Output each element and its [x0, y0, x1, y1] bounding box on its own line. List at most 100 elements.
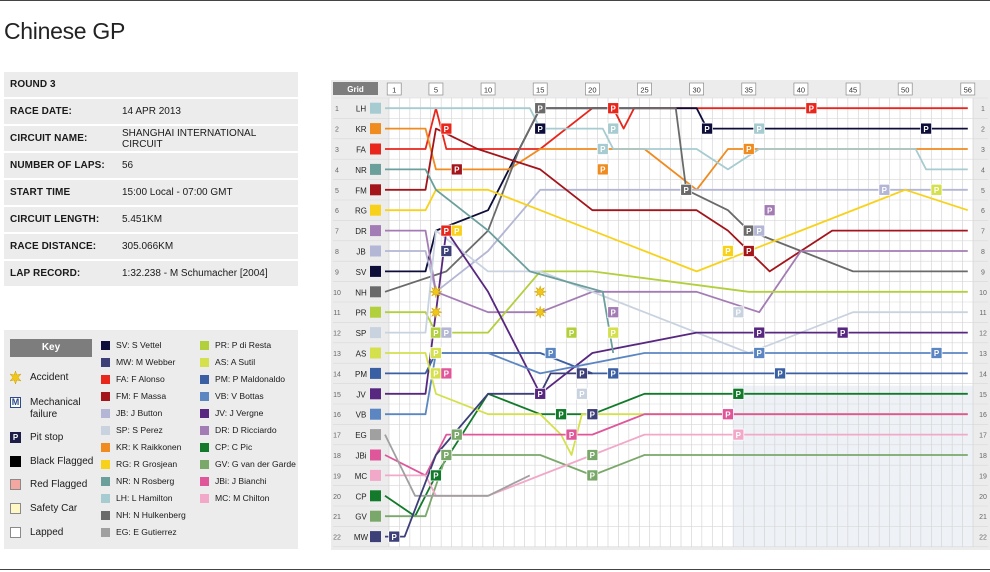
position-label-right: 18	[979, 453, 987, 460]
pit-stop-marker	[680, 183, 693, 196]
pit-stop-marker-label: P	[454, 227, 460, 236]
pit-stop-marker-label: P	[444, 370, 450, 379]
pit-stop-marker	[586, 469, 599, 482]
info-label: ROUND 3	[10, 79, 56, 90]
grid-driver-swatch	[370, 367, 381, 379]
pit-stop-marker-label: P	[611, 308, 617, 317]
pit-stop-marker	[920, 122, 932, 135]
pit-stop-marker-label: P	[736, 431, 742, 440]
position-label-left: 14	[333, 371, 341, 378]
legend-label: JBi: J Bianchi	[215, 476, 267, 486]
legend-label: MW: M Webber	[116, 357, 176, 367]
pit-stop-marker-label: P	[433, 329, 439, 338]
position-label-left: 1	[335, 106, 339, 113]
series-line	[385, 188, 969, 273]
grid-driver-code: SV	[356, 268, 367, 277]
pit-stop-marker	[742, 143, 755, 155]
legend-item-eg: EG: E Gutierrez	[101, 527, 177, 537]
position-label-right: 12	[979, 331, 987, 338]
info-label: RACE DISTANCE:	[10, 241, 97, 252]
pit-stop-marker-label: P	[757, 349, 763, 358]
pit-stop-marker-label: P	[757, 125, 763, 134]
legend-item-kr: KR: K Raikkonen	[101, 442, 181, 452]
pit-stop-marker-label: P	[611, 125, 617, 134]
grid-driver-swatch	[370, 123, 381, 135]
pit-stop-marker-label: P	[569, 431, 575, 440]
position-label-right: 7	[981, 229, 985, 236]
position-label-left: 15	[333, 392, 341, 399]
grid-driver-code: NR	[355, 166, 367, 175]
legend-swatch	[101, 425, 110, 435]
pit-stop-marker-label: P	[444, 227, 450, 236]
lap-tick-box	[960, 82, 976, 96]
lap-tick-label: 50	[901, 86, 909, 95]
info-value: 56	[122, 160, 134, 171]
lapped-zone	[733, 385, 973, 547]
pit-stop-marker	[440, 367, 453, 380]
pit-stop-marker	[440, 449, 453, 461]
grid-driver-code: SP	[356, 329, 367, 338]
lap-tick-box	[845, 82, 861, 96]
grid-driver-code: AS	[356, 350, 367, 359]
position-label-left: 16	[333, 412, 341, 419]
pit-stop-marker-label: P	[590, 410, 596, 419]
info-row-circuit-name: CIRCUIT NAME: SHANGHAI INTERNATIONAL CIRC…	[4, 126, 298, 151]
position-label-left: 6	[335, 208, 339, 215]
series-line	[385, 352, 968, 456]
position-label-right: 22	[979, 535, 987, 542]
pit-stop-marker-label: P	[882, 186, 888, 195]
legend-swatch	[101, 527, 110, 537]
pit-stop-marker	[596, 143, 609, 155]
key-item-pit-stop: P Pit stop	[10, 432, 63, 443]
info-row-start-time: START TIME 15:00 Local - 07:00 GMT	[4, 180, 298, 205]
grid-driver-swatch	[370, 225, 381, 237]
pit-stop-marker	[607, 306, 620, 319]
legend-item-pr: PR: P di Resta	[200, 340, 271, 350]
lap-tick-box	[897, 82, 913, 96]
grid-driver-code: JBi	[355, 452, 366, 461]
position-label-left: 18	[333, 453, 341, 460]
pit-stop-marker	[555, 408, 567, 421]
pit-stop-marker-label: P	[934, 186, 940, 195]
pit-stop-marker	[576, 367, 588, 380]
series-line	[385, 454, 968, 518]
pit-stop-marker	[607, 122, 620, 135]
position-label-right: 21	[979, 514, 987, 521]
pit-stop-marker	[753, 347, 766, 359]
pit-stop-marker-label: P	[538, 125, 544, 134]
info-value: 14 APR 2013	[122, 106, 181, 117]
key-item-red-flagged: Red Flagged	[10, 479, 87, 490]
lap-tick-label: 10	[484, 86, 492, 95]
pit-stop-marker-label: P	[777, 370, 783, 379]
legend-swatch	[200, 442, 209, 452]
lap-tick-label: 15	[536, 86, 544, 95]
key-item-black-flagged: Black Flagged	[10, 456, 93, 467]
legend-item-fm: FM: F Massa	[101, 391, 166, 401]
key-label: Lapped	[30, 527, 64, 538]
position-label-right: 3	[981, 147, 985, 154]
position-label-left: 12	[333, 331, 341, 338]
position-label-left: 20	[333, 494, 341, 501]
pit-stop-marker-label: P	[433, 370, 439, 379]
legend-label: JB: J Button	[116, 408, 163, 418]
grid-driver-swatch	[370, 327, 381, 339]
pit-stop-marker-label: P	[433, 472, 439, 481]
accident-marker	[428, 284, 443, 299]
accident-icon	[9, 371, 22, 384]
position-label-right: 4	[981, 167, 985, 174]
legend-item-lh: LH: L Hamilton	[101, 493, 173, 503]
safety-car-icon	[10, 503, 21, 514]
key-label: Mechanical failure	[30, 397, 81, 420]
pit-stop-marker-label: P	[444, 329, 450, 338]
pit-stop-marker-label: P	[433, 349, 439, 358]
position-label-right: 8	[981, 249, 985, 256]
key-title: Key	[10, 339, 92, 357]
pit-stop-marker	[836, 326, 849, 339]
position-label-right: 11	[979, 310, 986, 317]
legend-swatch	[200, 476, 209, 486]
lap-tick-box	[585, 82, 600, 96]
grid-driver-swatch	[370, 347, 381, 359]
pit-stop-marker	[753, 224, 766, 237]
grid-driver-swatch	[370, 102, 381, 114]
lap-tick-box	[386, 82, 402, 96]
